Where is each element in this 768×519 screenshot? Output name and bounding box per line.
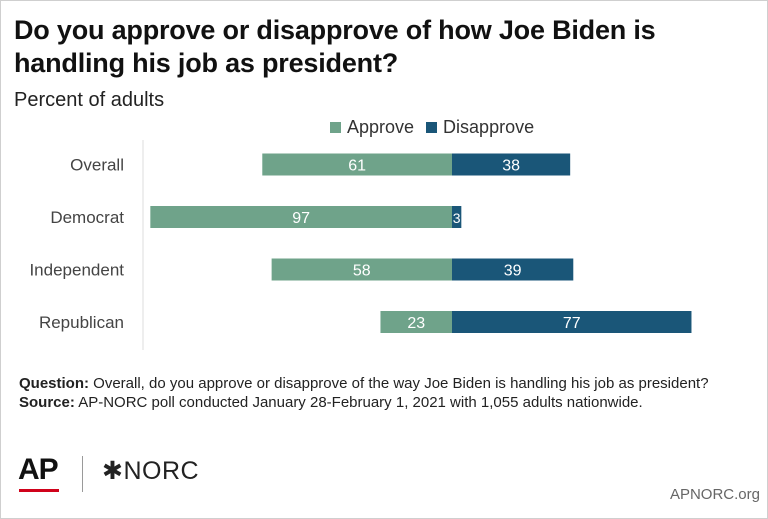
data-label-disapprove-democrat: 3 [453,210,461,226]
bar-chart: Overall 61 38 Democrat 97 3 Independent 58 39 Rep… [29,140,692,350]
logo-divider [82,456,83,492]
source-label: Source: [19,394,75,411]
legend: Approve Disapprove [330,117,534,138]
asterisk-icon: ✱ [102,457,124,485]
data-label-approve-democrat: 97 [292,210,310,227]
data-label-approve-republican: 23 [407,315,425,332]
legend-label-disapprove: Disapprove [443,117,535,137]
question-text: Overall, do you approve or disapprove of… [93,375,709,392]
legend-item-disapprove: Disapprove [426,117,534,138]
data-label-approve-overall: 61 [348,158,366,175]
chart-subtitle: Percent of adults [14,89,165,111]
chart-title: Do you approve or disapprove of how Joe … [14,15,656,78]
legend-label-approve: Approve [347,117,415,137]
bar-disapprove-republican [452,311,692,333]
bar-approve-democrat [150,206,452,228]
source-note: Source: AP-NORC poll conducted January 2… [19,393,749,412]
category-label-republican: Republican [39,313,124,332]
website-link: APNORC.org [669,486,760,503]
ap-logo-underline [19,489,59,492]
category-label-overall: Overall [70,156,124,175]
category-label-independent: Independent [29,261,124,280]
data-label-disapprove-republican: 77 [563,315,581,332]
legend-item-approve: Approve [330,117,414,138]
bar-disapprove-democrat [452,206,462,228]
bar-approve-independent [271,258,452,281]
bar-approve-overall [262,153,452,176]
bar-disapprove-overall [452,153,571,176]
bar-disapprove-independent [452,258,574,281]
source-text: AP-NORC poll conducted January 28-Februa… [78,394,643,411]
data-label-disapprove-overall: 38 [502,158,520,175]
legend-swatch-disapprove [426,122,438,133]
ap-logo: AP [18,453,59,486]
bar-approve-republican [380,311,452,333]
data-label-approve-independent: 58 [353,263,371,280]
data-label-disapprove-independent: 39 [504,263,522,280]
category-label-democrat: Democrat [50,208,124,227]
norc-logo: ✱NORC [102,456,199,486]
question-label: Question: [19,375,89,392]
norc-logo-text: NORC [123,457,200,485]
question-note: Question: Overall, do you approve or dis… [19,374,749,393]
chart-notes: Question: Overall, do you approve or dis… [19,374,749,412]
legend-swatch-approve [330,122,341,133]
